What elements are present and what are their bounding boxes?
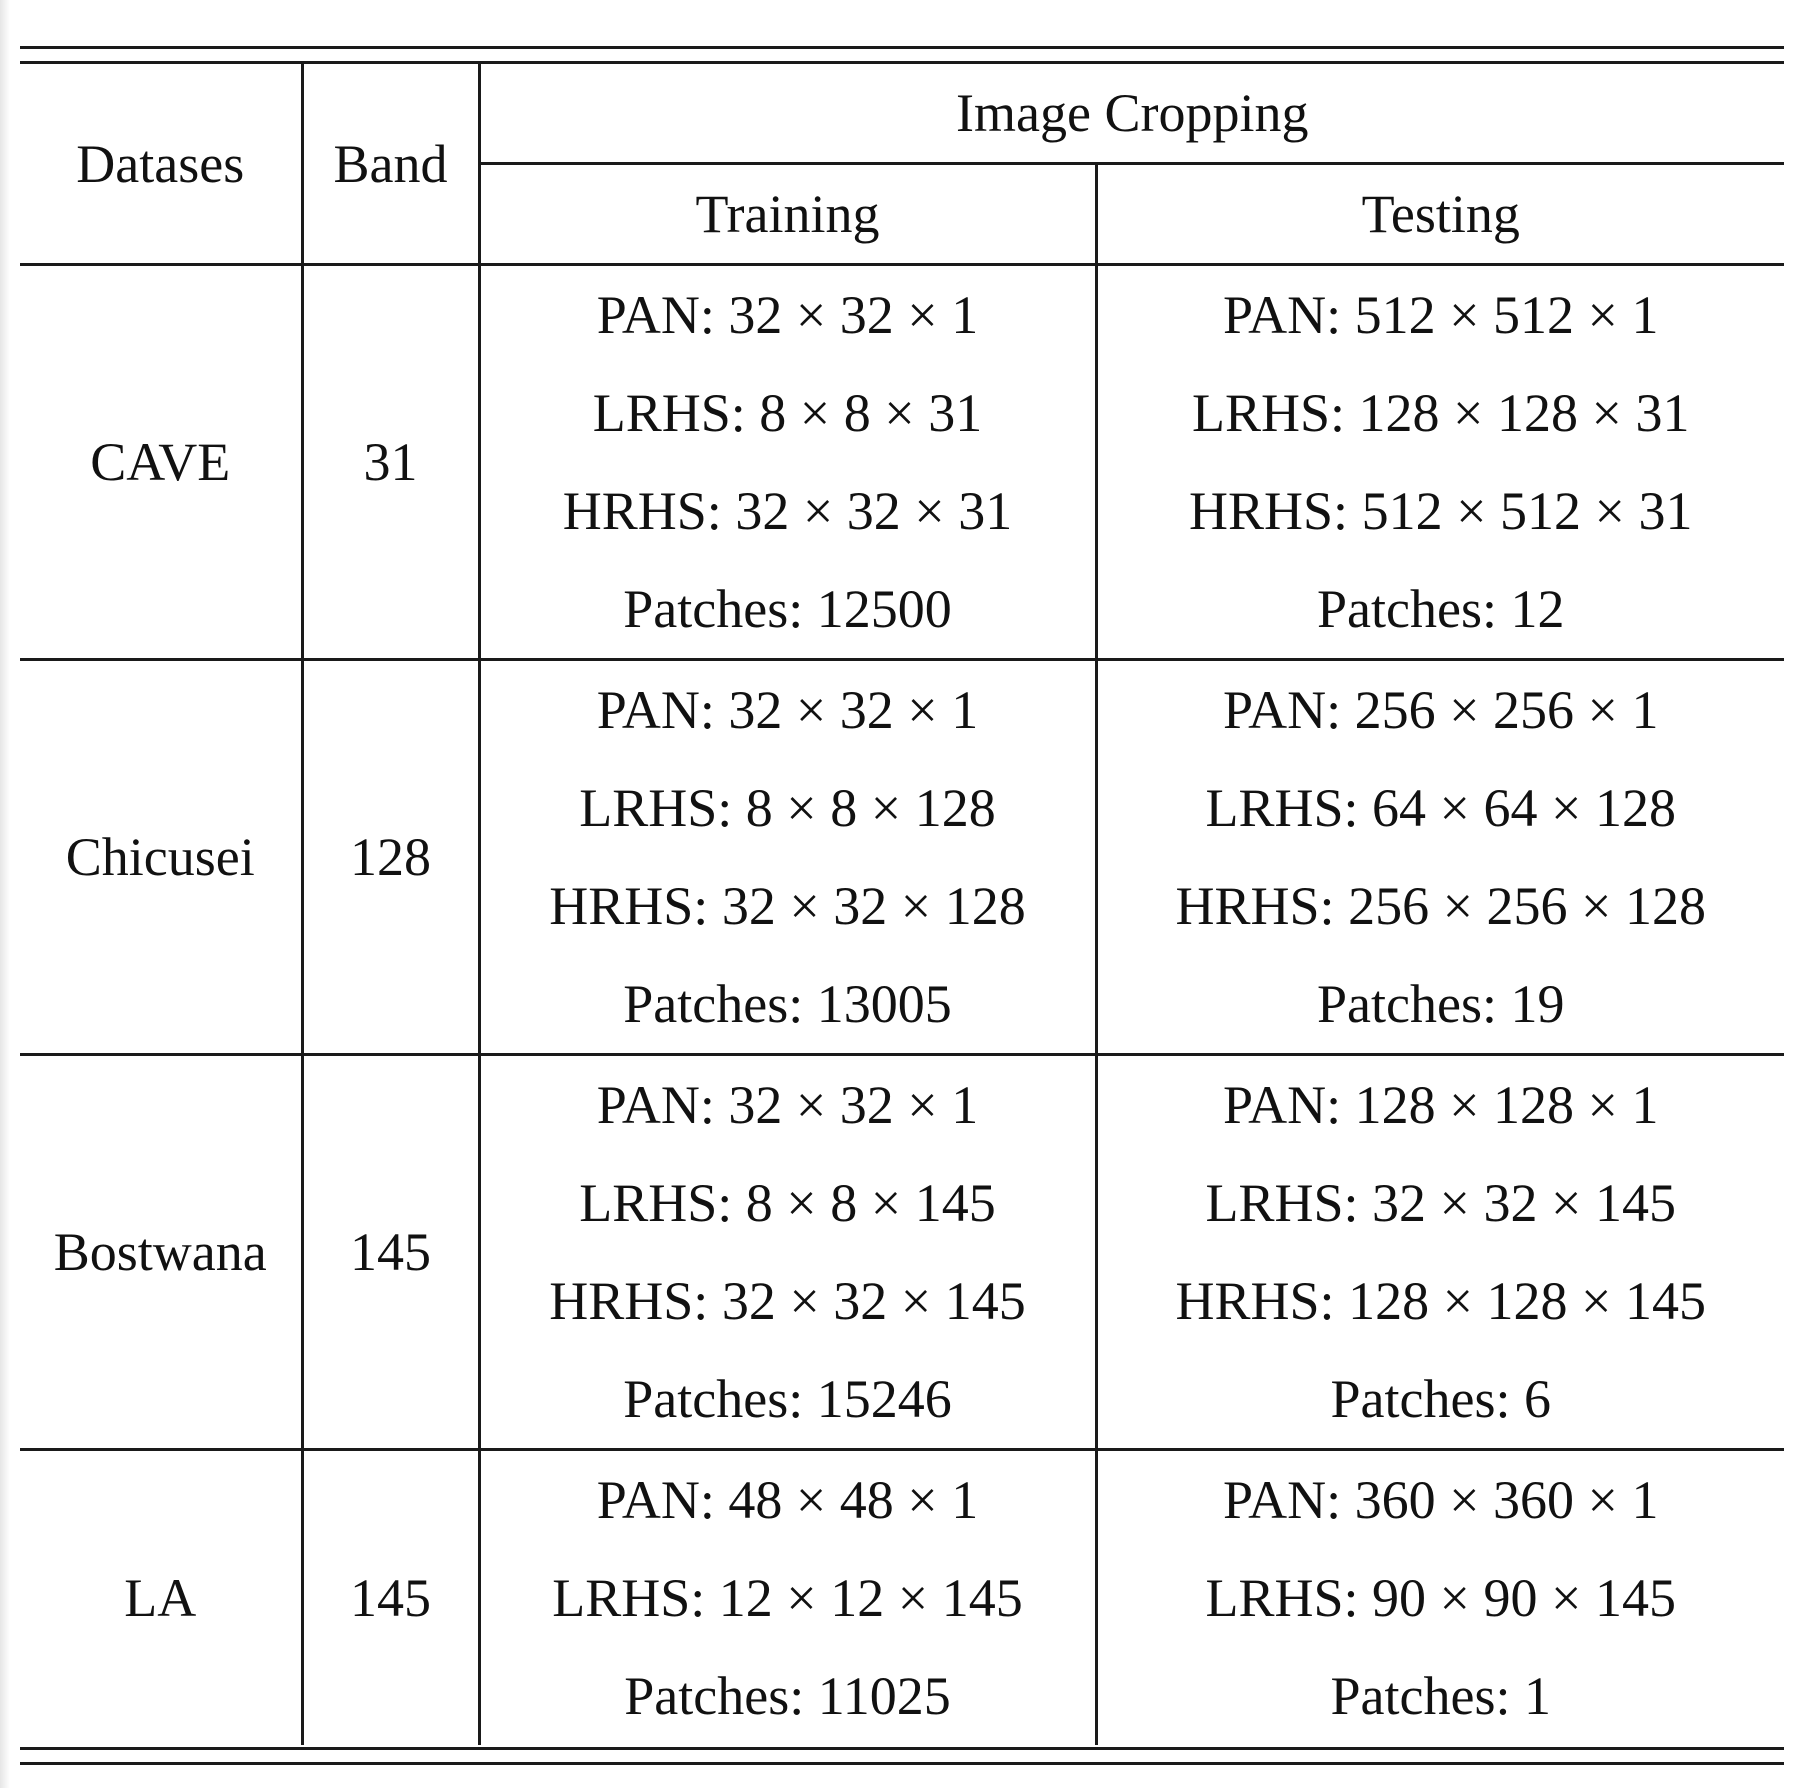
training-spec-line: PAN: 32 × 32 × 1 [596,680,979,740]
training-spec-line: HRHS: 32 × 32 × 145 [549,1271,1026,1331]
training-spec-line: LRHS: 8 × 8 × 128 [579,778,996,838]
testing-spec-line: HRHS: 256 × 256 × 128 [1175,876,1706,936]
bottom-rule-outer [20,1762,1784,1765]
testing-cell: PAN: 512 × 512 × 1 LRHS: 128 × 128 × 31 HR… [1096,264,1784,661]
testing-spec-line: Patches: 1 [1330,1666,1551,1726]
table-header: Datases Band Image Cropping Training Tes… [20,64,1784,266]
top-rule-outer [20,46,1784,49]
page-edge-shadow [0,0,10,1788]
testing-spec-line: Patches: 6 [1330,1369,1551,1429]
training-spec-line: LRHS: 12 × 12 × 145 [552,1568,1023,1628]
testing-spec-line: LRHS: 90 × 90 × 145 [1205,1568,1676,1628]
training-spec-line: Patches: 11025 [624,1666,951,1726]
table-row: CAVE 31 PAN: 32 × 32 × 1 LRHS: 8 × 8 × 31 HR… [20,264,1784,661]
training-spec-line: PAN: 48 × 48 × 1 [596,1470,979,1530]
band-cell: 145 [302,1449,481,1745]
bottom-rule-inner [20,1747,1784,1750]
header-datasets: Datases [20,64,304,266]
training-spec-line: Patches: 12500 [623,579,952,639]
header-band: Band [302,64,481,266]
training-cell: PAN: 32 × 32 × 1 LRHS: 8 × 8 × 145 HRHS: 3… [479,1054,1098,1451]
testing-spec-line: PAN: 360 × 360 × 1 [1223,1470,1659,1530]
header-image-cropping: Image Cropping [479,64,1784,165]
header-training: Training [479,163,1098,266]
training-spec-line: PAN: 32 × 32 × 1 [596,285,979,345]
dataset-cell: LA [20,1449,304,1745]
testing-spec-line: PAN: 256 × 256 × 1 [1223,680,1659,740]
training-spec-line: LRHS: 8 × 8 × 31 [592,383,983,443]
table-row: Chicusei 128 PAN: 32 × 32 × 1 LRHS: 8 × 8 ×… [20,659,1784,1056]
testing-spec-line: PAN: 128 × 128 × 1 [1223,1075,1659,1135]
band-cell: 145 [302,1054,481,1451]
testing-spec-line: Patches: 12 [1317,579,1565,639]
testing-spec-line: HRHS: 128 × 128 × 145 [1175,1271,1706,1331]
training-spec-line: HRHS: 32 × 32 × 31 [562,481,1013,541]
training-cell: PAN: 32 × 32 × 1 LRHS: 8 × 8 × 128 HRHS: 3… [479,659,1098,1056]
testing-spec-line: LRHS: 32 × 32 × 145 [1205,1173,1676,1233]
training-cell: PAN: 32 × 32 × 1 LRHS: 8 × 8 × 31 HRHS: 32… [479,264,1098,661]
testing-cell: PAN: 256 × 256 × 1 LRHS: 64 × 64 × 128 HRH… [1096,659,1784,1056]
training-spec-line: HRHS: 32 × 32 × 128 [549,876,1026,936]
training-spec-line: Patches: 15246 [623,1369,952,1429]
training-spec-line: PAN: 32 × 32 × 1 [596,1075,979,1135]
table-row: LA 145 PAN: 48 × 48 × 1 LRHS: 12 × 12 × 145… [20,1449,1784,1746]
testing-cell: PAN: 360 × 360 × 1 LRHS: 90 × 90 × 145 Pat… [1096,1450,1784,1746]
testing-spec-line: PAN: 512 × 512 × 1 [1223,285,1659,345]
testing-spec-line: Patches: 19 [1317,974,1565,1034]
testing-spec-line: HRHS: 512 × 512 × 31 [1189,481,1693,541]
band-cell: 128 [302,659,481,1056]
header-testing: Testing [1096,163,1784,266]
table-body: CAVE 31 PAN: 32 × 32 × 1 LRHS: 8 × 8 × 31 HR… [20,264,1784,1746]
testing-spec-line: LRHS: 64 × 64 × 128 [1205,778,1676,838]
dataset-cell: CAVE [20,264,304,661]
testing-cell: PAN: 128 × 128 × 1 LRHS: 32 × 32 × 145 HRH… [1096,1054,1784,1451]
training-spec-line: Patches: 13005 [623,974,952,1034]
training-cell: PAN: 48 × 48 × 1 LRHS: 12 × 12 × 145 Patch… [479,1449,1098,1745]
table-row: Bostwana 145 PAN: 32 × 32 × 1 LRHS: 8 × 8 ×… [20,1054,1784,1451]
top-rule-inner [20,61,1784,64]
band-cell: 31 [302,264,481,661]
training-spec-line: LRHS: 8 × 8 × 145 [579,1173,996,1233]
testing-spec-line: LRHS: 128 × 128 × 31 [1192,383,1690,443]
dataset-cell: Bostwana [20,1054,304,1451]
dataset-cell: Chicusei [20,659,304,1056]
image-cropping-table: Datases Band Image Cropping Training Tes… [20,64,1784,1745]
